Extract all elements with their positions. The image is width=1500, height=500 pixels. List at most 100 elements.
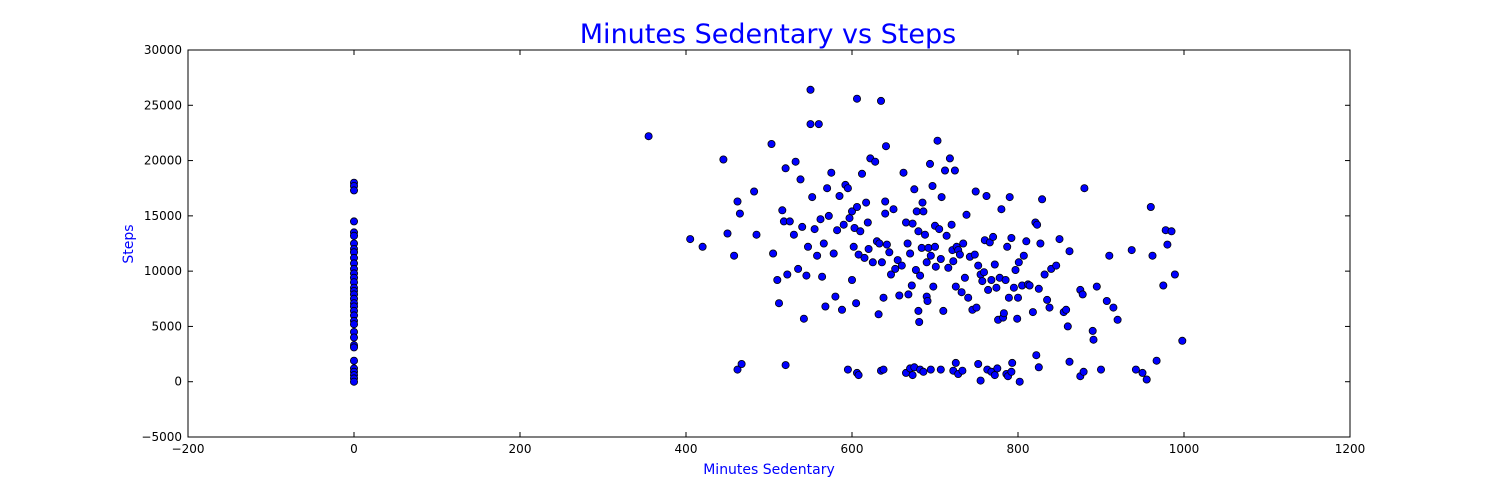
scatter-point xyxy=(882,240,891,249)
scatter-point xyxy=(939,306,948,315)
scatter-point xyxy=(767,139,776,148)
scatter-point xyxy=(1034,363,1043,372)
scatter-point xyxy=(819,239,828,248)
scatter-point xyxy=(775,299,784,308)
scatter-point xyxy=(1152,356,1161,365)
scatter-point xyxy=(349,333,358,342)
scatter-point xyxy=(1089,335,1098,344)
scatter-point xyxy=(928,181,937,190)
scatter-points xyxy=(349,85,1187,386)
scatter-point xyxy=(974,359,983,368)
scatter-point xyxy=(962,210,971,219)
scatter-point xyxy=(908,219,917,228)
scatter-point xyxy=(970,250,979,259)
scatter-point xyxy=(984,285,993,294)
scatter-point xyxy=(891,264,900,273)
scatter-point xyxy=(1142,375,1151,384)
scatter-point xyxy=(862,198,871,207)
scatter-point xyxy=(1063,322,1072,331)
scatter-point xyxy=(931,242,940,251)
scatter-point xyxy=(791,157,800,166)
scatter-point xyxy=(854,250,863,259)
y-axis-label: Steps xyxy=(121,224,137,263)
scatter-point xyxy=(911,265,920,274)
scatter-point xyxy=(879,293,888,302)
scatter-point xyxy=(1022,237,1031,246)
scatter-point xyxy=(1003,242,1012,251)
scatter-point xyxy=(860,253,869,262)
scatter-point xyxy=(778,206,787,215)
scatter-point xyxy=(854,371,863,380)
scatter-point xyxy=(818,272,827,281)
scatter-point xyxy=(773,275,782,284)
scatter-point xyxy=(1167,227,1176,236)
scatter-point xyxy=(1001,275,1010,284)
scatter-point xyxy=(835,191,844,200)
scatter-point xyxy=(912,207,921,216)
x-tick-label: 400 xyxy=(675,442,698,456)
scatter-point xyxy=(982,191,991,200)
scatter-point xyxy=(1025,281,1034,290)
x-axis-ticks: −200 0 200 400 600 800 1000 1200 xyxy=(172,50,1365,456)
x-tick-label: 600 xyxy=(841,442,864,456)
x-tick-label: 0 xyxy=(350,442,358,456)
scatter-point xyxy=(853,202,862,211)
scatter-point xyxy=(924,243,933,252)
scatter-point xyxy=(1105,251,1114,260)
scatter-point xyxy=(1007,367,1016,376)
scatter-point xyxy=(881,197,890,206)
scatter-point xyxy=(1014,293,1023,302)
scatter-point xyxy=(1079,367,1088,376)
scatter-point xyxy=(802,271,811,280)
scatter-point xyxy=(915,317,924,326)
scatter-point xyxy=(785,217,794,226)
scatter-point xyxy=(1102,296,1111,305)
scatter-point xyxy=(929,282,938,291)
scatter-point xyxy=(349,320,358,329)
scatter-point xyxy=(804,242,813,251)
scatter-point xyxy=(936,254,945,263)
y-tick-label: 0 xyxy=(174,375,182,389)
scatter-point xyxy=(849,242,858,251)
scatter-point xyxy=(949,257,958,266)
scatter-point xyxy=(990,371,999,380)
scatter-point xyxy=(1038,195,1047,204)
scatter-point xyxy=(1159,281,1168,290)
scatter-point xyxy=(978,277,987,286)
y-axis-ticks: −5000 0 5000 10000 15000 20000 25000 30000 xyxy=(141,43,1350,444)
scatter-point xyxy=(644,132,653,141)
scatter-point xyxy=(733,197,742,206)
scatter-point xyxy=(999,309,1008,318)
scatter-point xyxy=(852,299,861,308)
scatter-point xyxy=(1113,315,1122,324)
scatter-point xyxy=(881,209,890,218)
scatter-point xyxy=(976,376,985,385)
scatter-point xyxy=(899,168,908,177)
scatter-point xyxy=(868,258,877,267)
scatter-point xyxy=(1052,261,1061,270)
scatter-point xyxy=(1008,358,1017,367)
scatter-point xyxy=(904,290,913,299)
scatter-point xyxy=(737,359,746,368)
scatter-point xyxy=(821,302,830,311)
scatter-point xyxy=(993,364,1002,373)
scatter-point xyxy=(349,217,358,226)
scatter-point xyxy=(919,207,928,216)
scatter-point xyxy=(989,232,998,241)
x-tick-label: −200 xyxy=(172,442,205,456)
scatter-point xyxy=(957,288,966,297)
scatter-point xyxy=(945,154,954,163)
scatter-point xyxy=(918,198,927,207)
scatter-point xyxy=(723,229,732,238)
scatter-point xyxy=(959,239,968,248)
scatter-point xyxy=(769,249,778,258)
scatter-point xyxy=(1148,251,1157,260)
y-tick-label: 30000 xyxy=(144,43,182,57)
scatter-point xyxy=(1036,239,1045,248)
chart-title: Minutes Sedentary vs Steps xyxy=(580,19,956,50)
scatter-point xyxy=(349,231,358,240)
scatter-point xyxy=(349,343,358,352)
scatter-point xyxy=(349,356,358,365)
scatter-point xyxy=(960,273,969,282)
scatter-point xyxy=(879,365,888,374)
